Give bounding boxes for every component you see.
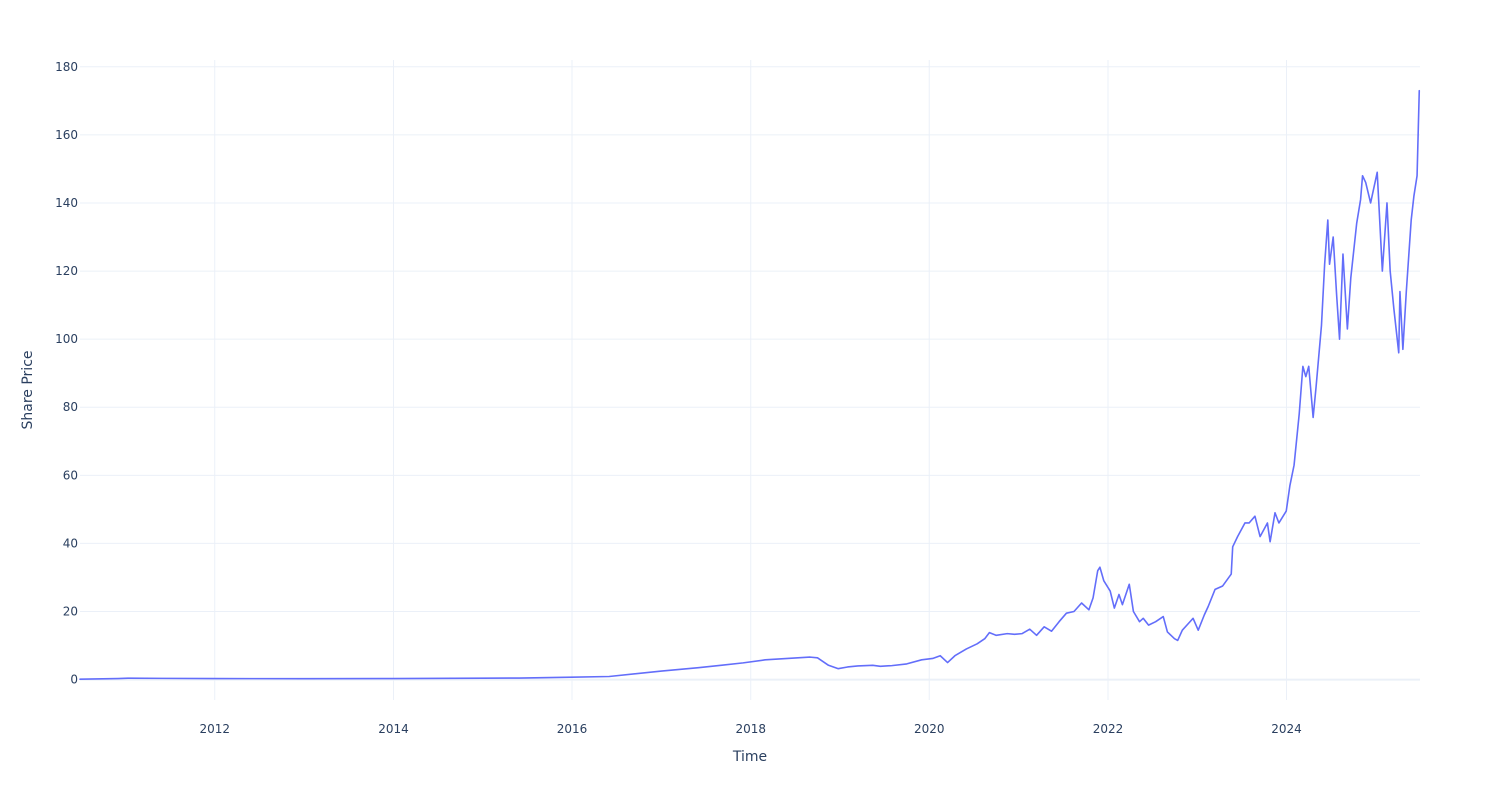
y-tick-label: 40 — [63, 536, 78, 550]
y-tick-label: 0 — [70, 673, 78, 687]
x-tick-label: 2014 — [378, 722, 409, 736]
y-tick-label: 140 — [55, 196, 78, 210]
x-tick-label: 2024 — [1271, 722, 1302, 736]
plot-area — [79, 89, 1421, 681]
y-tick-label: 120 — [55, 264, 78, 278]
x-tick-label: 2018 — [735, 722, 766, 736]
y-axis-ticks: 0 20 40 60 80 100 120 140 160 180 — [55, 60, 78, 687]
gridlines — [80, 60, 1420, 700]
y-tick-label: 80 — [63, 400, 78, 414]
x-tick-label: 2016 — [557, 722, 588, 736]
x-axis-title: Time — [732, 749, 767, 765]
y-tick-label: 160 — [55, 128, 78, 142]
y-tick-label: 60 — [63, 468, 78, 482]
y-tick-label: 180 — [55, 60, 78, 74]
x-tick-label: 2022 — [1093, 722, 1124, 736]
y-axis-title: Share Price — [20, 350, 36, 429]
x-tick-label: 2012 — [199, 722, 230, 736]
x-axis-ticks: 2012 2014 2016 2018 2020 2022 2024 — [199, 722, 1301, 736]
series-line-0 — [79, 89, 1421, 681]
y-tick-label: 100 — [55, 332, 78, 346]
y-tick-label: 20 — [63, 604, 78, 618]
x-tick-label: 2020 — [914, 722, 945, 736]
